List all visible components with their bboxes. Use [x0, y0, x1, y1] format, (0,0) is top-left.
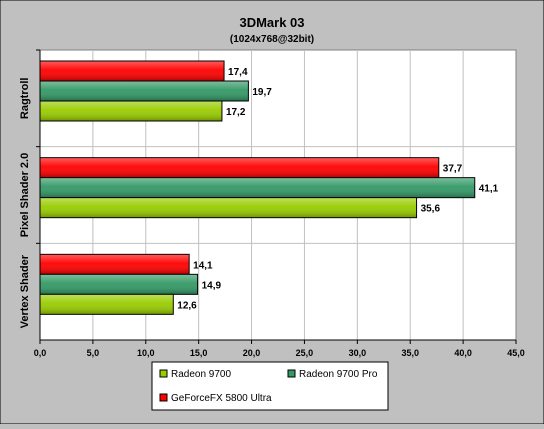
data-label-radeon-9700-ragtroll: 17,2	[226, 107, 246, 118]
x-tick-label: 30,0	[349, 348, 367, 358]
chart-title: 3DMark 03	[239, 15, 304, 30]
x-tick-label: 40,0	[454, 348, 472, 358]
axes: 0,0 5,0 10,0 15,0 20,0 25,0 30,0 35,0 40,0 45,0 Ra…	[19, 49, 525, 358]
bar-shading	[40, 158, 439, 178]
bar-shading	[40, 294, 173, 314]
data-label-radeon-9700-pro-pixel-shader-2-0: 41,1	[479, 184, 499, 195]
x-tick-label: 10,0	[137, 348, 155, 358]
legend-swatch-radeon-9700	[159, 369, 168, 378]
bar-shading	[40, 81, 248, 101]
legend-swatch-geforcefx-5800-ultra	[159, 393, 168, 402]
data-labels: 17,4 19,7 17,2 37,7 41,1 35,6 14,1 14,9 12,6	[177, 67, 498, 311]
data-label-geforcefx-5800-ultra-ragtroll: 17,4	[228, 67, 248, 78]
data-label-radeon-9700-pixel-shader-2-0: 35,6	[421, 204, 441, 215]
legend-entry-geforcefx-5800-ultra: GeForceFX 5800 Ultra	[171, 393, 272, 404]
data-label-radeon-9700-vertex-shader: 12,6	[177, 300, 197, 311]
x-tick-label: 35,0	[401, 348, 419, 358]
chart-subtitle: (1024x768@32bit)	[230, 34, 314, 45]
x-tick-label: 15,0	[190, 348, 208, 358]
category-label-ragtroll: Ragtroll	[19, 78, 31, 120]
bar-shading	[40, 61, 224, 81]
x-tick-label: 5,0	[87, 348, 100, 358]
legend: Radeon 9700 Radeon 9700 Pro GeForceFX 5800…	[151, 361, 389, 411]
category-label-pixel-shader-2-0: Pixel Shader 2.0	[19, 153, 31, 237]
data-label-radeon-9700-pro-ragtroll: 19,7	[252, 87, 272, 98]
data-label-geforcefx-5800-ultra-pixel-shader-2-0: 37,7	[443, 164, 463, 175]
category-label-vertex-shader: Vertex Shader	[19, 254, 31, 328]
bars	[39, 60, 476, 315]
bar-shading	[40, 198, 417, 218]
bar-shading	[40, 274, 198, 294]
x-tick-label: 45,0	[507, 348, 525, 358]
x-tick-label: 20,0	[243, 348, 261, 358]
legend-entry-radeon-9700: Radeon 9700	[171, 369, 231, 380]
x-tick-label: 25,0	[296, 348, 314, 358]
data-label-radeon-9700-pro-vertex-shader: 14,9	[202, 280, 222, 291]
bar-shading	[40, 101, 222, 121]
bar-shading	[40, 254, 189, 274]
legend-entry-radeon-9700-pro: Radeon 9700 Pro	[299, 369, 378, 380]
data-label-geforcefx-5800-ultra-vertex-shader: 14,1	[193, 260, 213, 271]
x-tick-label: 0,0	[34, 348, 47, 358]
bar-shading	[40, 178, 475, 198]
legend-swatch-radeon-9700-pro	[287, 369, 296, 378]
legend-box	[151, 361, 389, 411]
